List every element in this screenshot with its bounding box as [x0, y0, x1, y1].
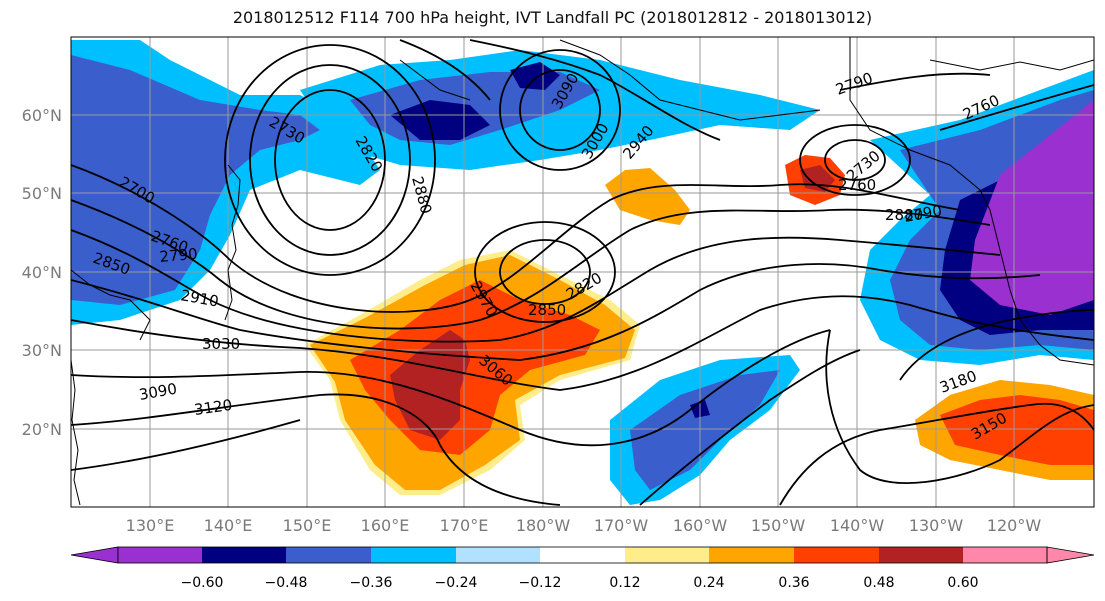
lon-label: 160°W — [673, 516, 728, 535]
lon-label: 150°W — [751, 516, 806, 535]
colorbar-tick: 0.60 — [947, 575, 978, 591]
colorbar-cell — [879, 547, 963, 563]
colorbar-cell — [794, 547, 879, 563]
lon-label: 140°W — [830, 516, 885, 535]
longitude-labels: 130°E 140°E 150°E 160°E 170°E 180°W 170°… — [126, 516, 1042, 535]
lon-label: 160°E — [361, 516, 410, 535]
colorbar-border — [117, 546, 1048, 564]
height-contours — [71, 39, 1094, 506]
colorbar-arrow-left — [70, 546, 119, 564]
ivt-shading — [71, 40, 1094, 505]
lon-label: 130°E — [126, 516, 175, 535]
colorbar-tick: −0.48 — [265, 575, 308, 591]
contour-label: 2760 — [838, 176, 876, 194]
colorbar-cell — [286, 547, 371, 563]
contour-label: 2790 — [159, 245, 199, 266]
lon-label: 170°E — [440, 516, 489, 535]
lon-label: 170°W — [594, 516, 649, 535]
lat-label: 50°N — [22, 184, 62, 203]
colorbar-tick: −0.12 — [519, 575, 562, 591]
contour-label: 3120 — [193, 396, 233, 419]
lon-label: 140°E — [204, 516, 253, 535]
colorbar-cell — [963, 547, 1047, 563]
colorbar-tick: 0.36 — [778, 575, 809, 591]
lon-label: 150°E — [283, 516, 332, 535]
lat-label: 60°N — [22, 106, 62, 125]
lon-label: 120°W — [987, 516, 1042, 535]
colorbar-tick: −0.36 — [350, 575, 393, 591]
map-frame — [70, 36, 1095, 508]
contour-label: 3030 — [202, 335, 240, 353]
coastlines — [71, 37, 1094, 506]
lat-label: 40°N — [22, 263, 62, 282]
colorbar-tick-labels: −0.60 −0.48 −0.36 −0.24 −0.12 0.12 0.24 … — [181, 575, 979, 591]
colorbar-cell — [456, 547, 540, 563]
map-title: 2018012512 F114 700 hPa height, IVT Land… — [232, 8, 873, 27]
colorbar-cell — [202, 547, 286, 563]
contour-label: 2880 — [885, 206, 923, 224]
colorbar-cell — [625, 547, 709, 563]
colorbar-cell — [540, 547, 625, 563]
colorbar-cell — [709, 547, 794, 563]
lon-label: 130°W — [909, 516, 964, 535]
colorbar-arrow-right — [1046, 546, 1095, 564]
graticule — [71, 37, 1094, 507]
colorbar-tick: −0.60 — [181, 575, 224, 591]
colorbar-tick: 0.24 — [693, 575, 724, 591]
colorbar-cell — [371, 547, 456, 563]
contour-label: 2850 — [528, 301, 566, 319]
lon-label: 180°W — [516, 516, 571, 535]
colorbar-cell — [118, 547, 202, 563]
colorbar-tick: 0.12 — [609, 575, 640, 591]
latitude-labels: 60°N 50°N 40°N 30°N 20°N — [22, 106, 62, 439]
lat-label: 20°N — [22, 420, 62, 439]
colorbar-tick: −0.24 — [435, 575, 478, 591]
colorbar: −0.60 −0.48 −0.36 −0.24 −0.12 0.12 0.24 … — [70, 546, 1095, 591]
lat-label: 30°N — [22, 341, 62, 360]
colorbar-tick: 0.48 — [863, 575, 894, 591]
